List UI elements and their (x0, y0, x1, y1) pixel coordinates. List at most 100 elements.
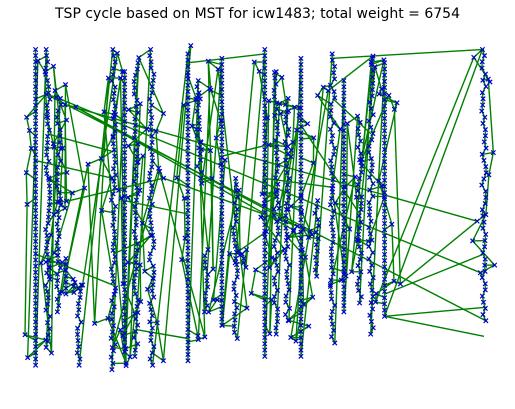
city-marker (125, 259, 131, 266)
tour-edge (149, 216, 152, 223)
city-marker (28, 145, 34, 152)
city-marker (147, 108, 153, 114)
city-marker (234, 305, 240, 311)
city-marker (185, 182, 191, 189)
tour-edge (133, 81, 136, 88)
city-marker (394, 100, 400, 106)
city-marker (341, 246, 347, 252)
tour-edge (330, 135, 334, 142)
city-marker (480, 77, 486, 83)
city-marker (32, 90, 39, 96)
city-marker (477, 270, 484, 276)
city-marker (185, 95, 191, 101)
tour-edge (268, 248, 285, 269)
city-marker (285, 317, 291, 323)
city-marker (298, 99, 304, 105)
city-marker (275, 162, 281, 169)
city-marker (202, 334, 208, 340)
tour-edge (100, 210, 116, 292)
city-marker (341, 165, 347, 171)
city-marker (137, 187, 143, 193)
city-marker (135, 191, 141, 197)
city-marker (54, 296, 60, 302)
city-marker (54, 171, 60, 177)
city-marker (300, 301, 307, 307)
city-marker (131, 135, 138, 141)
city-marker (315, 92, 321, 99)
tour-edge (287, 129, 290, 136)
tour-edge (46, 146, 55, 150)
tour-edge (330, 254, 333, 262)
city-marker (313, 229, 319, 235)
tour-edge (152, 74, 155, 81)
city-marker (146, 195, 153, 201)
city-marker (185, 101, 191, 107)
city-marker (146, 176, 153, 183)
city-marker (64, 169, 70, 176)
city-marker (201, 309, 208, 315)
city-marker (54, 183, 60, 189)
city-marker (381, 128, 388, 134)
city-marker (482, 262, 488, 268)
city-marker (491, 262, 498, 268)
city-marker (56, 233, 62, 240)
city-marker (199, 180, 205, 186)
city-marker (132, 311, 138, 317)
city-marker (487, 79, 493, 85)
city-marker (112, 288, 118, 294)
city-marker (185, 88, 191, 95)
city-marker (480, 225, 486, 231)
city-marker (357, 138, 364, 144)
city-marker (122, 343, 128, 349)
city-marker (298, 55, 304, 61)
city-marker (329, 51, 335, 57)
tour-edge (128, 143, 139, 147)
city-marker (232, 317, 238, 323)
city-marker (262, 303, 268, 309)
city-marker (111, 147, 117, 153)
city-marker (219, 310, 225, 316)
city-marker (243, 246, 250, 253)
city-marker (185, 82, 191, 88)
tour-edge (141, 223, 146, 272)
city-marker (294, 223, 301, 229)
city-marker (298, 136, 304, 142)
tour-edge (317, 219, 320, 226)
tour-edge (300, 137, 314, 140)
city-marker (329, 258, 335, 264)
city-marker (108, 335, 114, 341)
city-marker (328, 195, 335, 202)
city-marker (262, 272, 268, 278)
city-marker (194, 108, 200, 114)
tour-edge (210, 89, 223, 97)
city-marker (271, 275, 277, 281)
tour-edge (116, 53, 124, 72)
tour-edge (276, 165, 279, 172)
city-marker (150, 263, 156, 269)
city-marker (262, 347, 268, 353)
tour-edge (127, 128, 148, 147)
city-marker (57, 265, 64, 271)
tour-edge (287, 107, 300, 210)
city-marker (133, 216, 139, 222)
city-marker (185, 257, 191, 264)
city-marker (80, 282, 86, 288)
city-marker (197, 175, 204, 182)
city-marker (298, 173, 304, 179)
tour-edge (151, 160, 154, 168)
city-marker (122, 224, 128, 230)
city-marker (151, 71, 157, 77)
city-marker (149, 114, 155, 121)
city-marker (219, 111, 225, 117)
city-marker (185, 57, 191, 63)
city-marker (298, 353, 304, 359)
city-marker (185, 245, 191, 251)
city-marker (181, 195, 187, 202)
city-marker (285, 243, 291, 250)
tour-edge (112, 93, 115, 100)
city-marker (304, 121, 311, 127)
tour-edge (332, 72, 336, 80)
city-marker (122, 349, 128, 355)
city-marker (32, 96, 39, 102)
tour-edge (290, 205, 302, 213)
